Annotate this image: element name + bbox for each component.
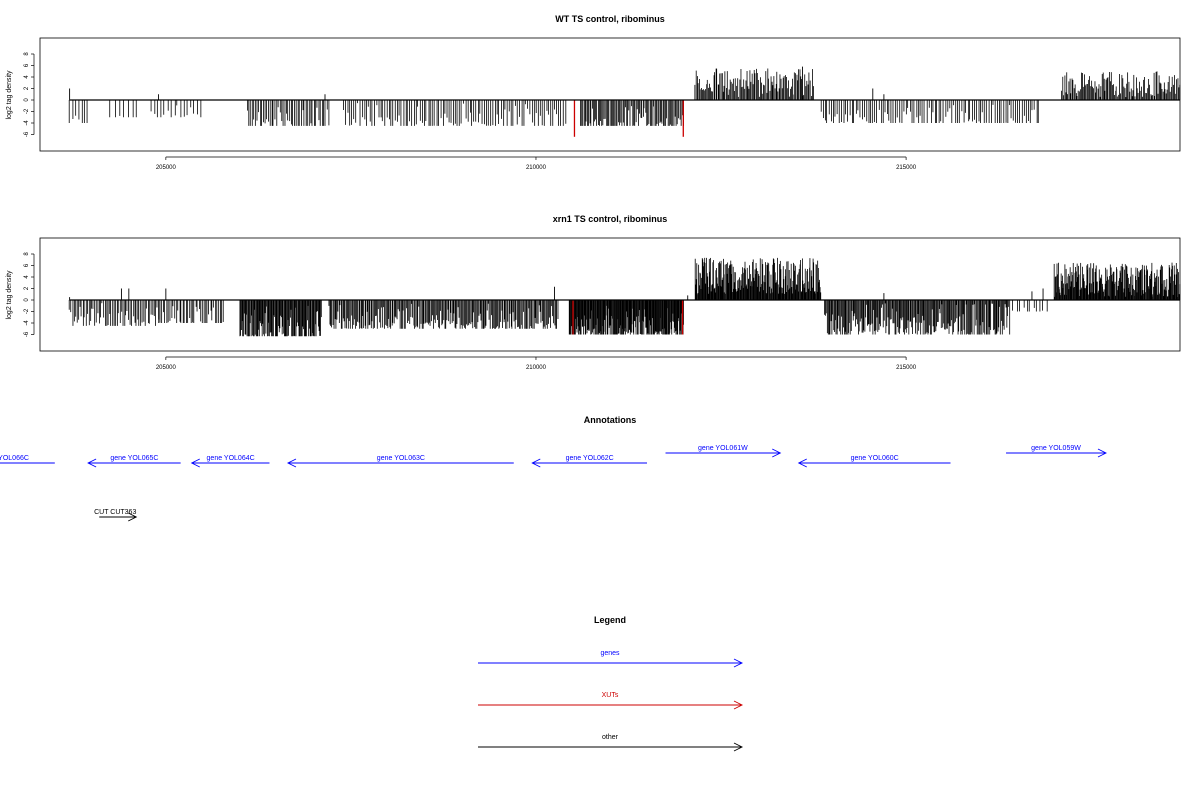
gene-feature: gene YOL059W: [1006, 445, 1107, 458]
y-tick-label: -2: [24, 108, 30, 114]
plot-frame: [39, 37, 1181, 152]
y-tick-label: 6: [24, 263, 30, 267]
legend: Legend genes XUTs other: [478, 615, 744, 752]
arrowhead-icon: [733, 658, 744, 668]
y-tick-label: -4: [24, 320, 30, 326]
x-axis: 205000 210000 215000: [156, 156, 917, 171]
legend-label: other: [602, 734, 619, 741]
gene-feature: gene YOL062C: [531, 455, 648, 468]
y-tick-label: 2: [24, 86, 30, 90]
track-panel-xrn1: xrn1 TS control, ribominus log2 tag dens…: [6, 214, 1181, 371]
xut-highlight-bars: [573, 100, 684, 137]
signal-bars: [68, 257, 1181, 337]
x-tick-label: 205000: [156, 165, 177, 171]
y-tick-label: -6: [24, 331, 30, 337]
legend-item-genes: genes: [478, 650, 744, 668]
arrowhead-icon: [733, 742, 744, 752]
feature-label: gene YOL063C: [377, 455, 425, 462]
y-axis: -6 -4 -2 0 2 4 6 8: [24, 252, 35, 337]
annotations-title: Annotations: [584, 415, 637, 425]
legend-item-other: other: [478, 734, 744, 752]
arrowhead-icon: [733, 700, 744, 710]
legend-item-xuts: XUTs: [478, 692, 744, 710]
gene-feature: gene YOL065C: [87, 455, 181, 468]
track-panel-wt: WT TS control, ribominus log2 tag densit…: [6, 14, 1181, 171]
y-tick-label: -2: [24, 308, 30, 314]
gene-feature: gene YOL061W: [665, 445, 782, 458]
y-axis: -6 -4 -2 0 2 4 6 8: [24, 52, 35, 137]
y-axis-label: log2 tag density: [6, 70, 13, 120]
y-tick-label: 8: [24, 252, 30, 256]
y-tick-label: 4: [24, 75, 30, 79]
x-tick-label: 215000: [896, 165, 917, 171]
feature-label: gene YOL060C: [851, 455, 899, 462]
annotation-features: gene YOL066C gene YOL065C gene YOL064C gene…: [0, 445, 1107, 522]
legend-label: XUTs: [602, 692, 619, 699]
feature-label: gene YOL065C: [110, 455, 158, 462]
signal-bars: [68, 66, 1181, 126]
panel-title: WT TS control, ribominus: [555, 14, 665, 24]
y-tick-label: 6: [24, 63, 30, 67]
legend-label: genes: [600, 650, 620, 657]
x-tick-label: 205000: [156, 365, 177, 371]
gene-feature: gene YOL060C: [797, 455, 951, 468]
x-axis: 205000 210000 215000: [156, 356, 917, 371]
y-tick-label: -4: [24, 120, 30, 126]
y-tick-label: 4: [24, 275, 30, 279]
arrowhead-icon: [87, 458, 97, 468]
legend-title: Legend: [594, 615, 626, 625]
feature-label: gene YOL066C: [0, 455, 29, 462]
arrowhead-icon: [1097, 448, 1107, 458]
arrowhead-icon: [772, 448, 782, 458]
other-feature: CUT CUT363: [94, 509, 138, 522]
arrowhead-icon: [286, 458, 297, 468]
gene-feature: gene YOL063C: [286, 455, 514, 468]
y-tick-label: 0: [24, 298, 30, 302]
y-tick-label: 8: [24, 52, 30, 56]
y-tick-label: 2: [24, 286, 30, 290]
x-tick-label: 210000: [526, 165, 547, 171]
feature-label: gene YOL062C: [566, 455, 614, 462]
y-tick-label: -6: [24, 131, 30, 137]
gene-feature: gene YOL064C: [190, 455, 270, 468]
feature-label: gene YOL064C: [207, 455, 255, 462]
arrowhead-icon: [128, 512, 138, 522]
arrowhead-icon: [531, 458, 541, 468]
y-axis-label: log2 tag density: [6, 270, 13, 320]
arrowhead-icon: [797, 458, 807, 468]
x-tick-label: 210000: [526, 365, 547, 371]
xut-highlight-bars: [572, 300, 684, 335]
y-tick-label: 0: [24, 98, 30, 102]
gene-feature: gene YOL066C: [0, 455, 55, 464]
feature-label: gene YOL059W: [1031, 445, 1081, 452]
feature-label: CUT CUT363: [94, 509, 136, 516]
panel-title: xrn1 TS control, ribominus: [553, 214, 668, 224]
arrowhead-icon: [190, 458, 200, 468]
feature-label: gene YOL061W: [698, 445, 748, 452]
x-tick-label: 215000: [896, 365, 917, 371]
